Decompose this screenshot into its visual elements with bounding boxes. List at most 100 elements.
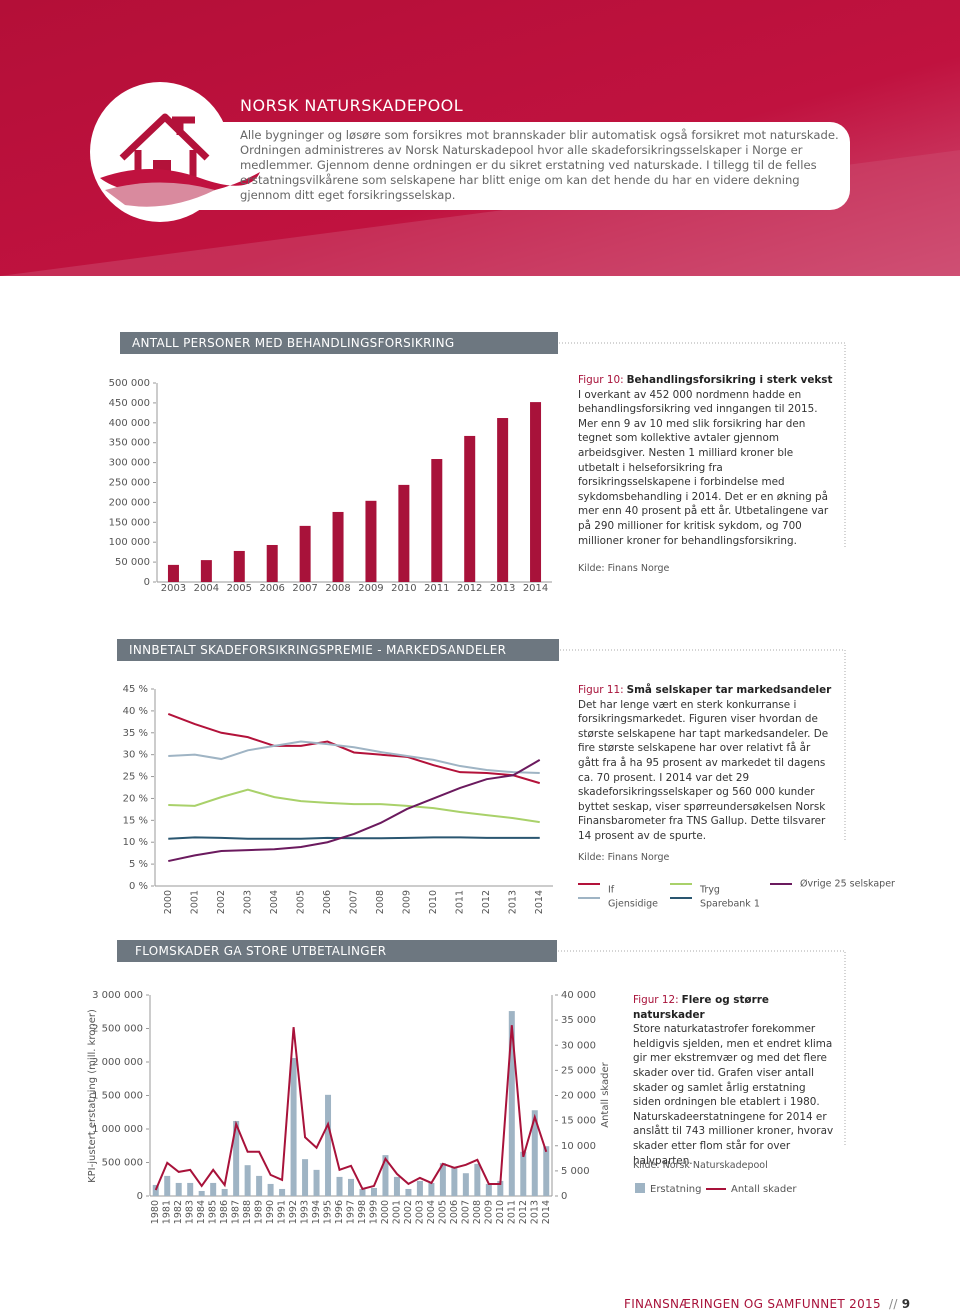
x-tick-label: 1989 <box>254 1200 265 1224</box>
figure-label: Figur 10: <box>578 374 624 386</box>
section-title: FLOMSKADER GA STORE UTBETALINGER <box>117 940 557 962</box>
x-tick-label: 2007 <box>349 890 360 914</box>
bar <box>332 511 344 582</box>
x-tick-label: 2011 <box>424 583 449 594</box>
legend-label: Sparebank 1 <box>700 899 760 910</box>
description: Det har lenge vært en sterk konkurranse … <box>578 698 829 842</box>
bar <box>365 500 377 582</box>
page-number: 9 <box>901 1297 911 1311</box>
x-tick-label: 2000 <box>380 1200 391 1224</box>
bar <box>233 550 245 582</box>
y-tick-label: 2 500 000 <box>92 1024 143 1035</box>
bar <box>167 564 179 582</box>
bar <box>348 1178 354 1196</box>
header-title: NORSK NATURSKADEPOOL <box>240 96 464 115</box>
legend-label: Øvrige 25 selskaper <box>800 879 895 890</box>
x-tick-label: 2001 <box>189 890 200 914</box>
y-tick-label: 150 000 <box>109 517 150 528</box>
x-tick-label: 2008 <box>325 583 350 594</box>
bar <box>520 1151 527 1196</box>
x-tick-label: 2011 <box>506 1200 517 1224</box>
x-tick-label: 2007 <box>460 1200 471 1224</box>
y-tick-label: 0 % <box>129 881 148 892</box>
y-tick-label: 30 % <box>123 750 148 761</box>
y-tick-label: 5 % <box>129 859 148 870</box>
x-tick-label: 1980 <box>150 1200 161 1224</box>
figure-label: Figur 11: <box>578 684 624 696</box>
x-tick-label: 2014 <box>541 1200 552 1224</box>
x-tick-label: 2009 <box>483 1200 494 1224</box>
x-tick-label: 1983 <box>185 1200 196 1224</box>
bar <box>279 1188 286 1196</box>
y-tick-label: 450 000 <box>109 398 150 409</box>
figure-title: Behandlingsforsikring i sterk vekst <box>626 374 833 386</box>
x-tick-label: 1996 <box>334 1200 345 1224</box>
x-tick-label: 2014 <box>534 890 545 914</box>
house-icon <box>119 113 210 178</box>
header-text: Alle bygninger og løsøre som forsikres m… <box>240 128 839 202</box>
legend-label: Gjensidige <box>608 899 658 910</box>
bar <box>439 1163 446 1196</box>
caption: Figur 10: Behandlingsforsikring i sterk v… <box>578 373 834 548</box>
x-tick-label: 1992 <box>288 1200 299 1224</box>
x-tick-label: 2006 <box>322 890 333 914</box>
bar <box>187 1182 194 1196</box>
y2-axis-title: Antall skader <box>600 1061 611 1127</box>
x-tick-label: 2008 <box>375 890 386 914</box>
bar <box>530 402 542 582</box>
x-tick-label: 1985 <box>208 1200 219 1224</box>
section-title: INNBETALT SKADEFORSIKRINGSPREMIE - MARKE… <box>117 639 559 661</box>
footer-text: FINANSNÆRINGEN OG SAMFUNNET 2015 <box>624 1297 881 1311</box>
series-line <box>168 836 540 840</box>
bar <box>451 1167 458 1196</box>
y-tick-label: 1 000 000 <box>92 1124 143 1135</box>
x-tick-label: 2012 <box>518 1200 529 1224</box>
x-tick-label: 2012 <box>481 890 492 914</box>
x-tick-label: 2002 <box>216 890 227 914</box>
bar <box>474 1163 481 1196</box>
bar <box>405 1188 412 1196</box>
caption: Figur 12: Flere og større naturskader Stor… <box>633 993 835 1168</box>
y-tick-label: 40 000 <box>561 990 596 1001</box>
bar <box>244 1165 251 1196</box>
x-tick-label: 2007 <box>292 583 317 594</box>
y-tick-label: 0 <box>561 1191 567 1202</box>
bar <box>313 1169 320 1196</box>
y-tick-label: 15 000 <box>561 1116 596 1127</box>
y-tick-label: 35 % <box>123 728 148 739</box>
x-tick-label: 1995 <box>323 1200 334 1224</box>
footer: FINANSNÆRINGEN OG SAMFUNNET 2015 //9 <box>624 1297 910 1311</box>
x-tick-label: 1991 <box>277 1200 288 1224</box>
y-tick-label: 5 000 <box>561 1166 590 1177</box>
bar <box>325 1094 332 1196</box>
x-tick-label: 1984 <box>196 1200 207 1224</box>
y-tick-label: 40 % <box>123 706 148 717</box>
bar <box>398 484 410 582</box>
bar <box>508 1011 515 1196</box>
x-tick-label: 2012 <box>457 583 482 594</box>
bar <box>428 1182 435 1196</box>
legend-label: Erstatning <box>650 1184 701 1195</box>
x-tick-label: 1994 <box>311 1200 322 1224</box>
bar <box>370 1187 377 1196</box>
bar <box>485 1183 492 1196</box>
x-tick-label: 2003 <box>161 583 186 594</box>
y-tick-label: 1 500 000 <box>92 1091 143 1102</box>
header-panel <box>150 122 850 210</box>
series-line <box>168 788 540 824</box>
bar <box>164 1175 171 1196</box>
dotted-frames <box>558 342 846 1145</box>
x-tick-label: 2002 <box>403 1200 414 1224</box>
x-tick-label: 1982 <box>173 1200 184 1224</box>
x-tick-label: 2003 <box>242 890 253 914</box>
x-tick-label: 1993 <box>300 1200 311 1224</box>
x-tick-label: 2013 <box>490 583 515 594</box>
bar <box>497 418 509 582</box>
bar <box>299 525 311 582</box>
bar <box>416 1180 423 1196</box>
bar <box>359 1188 366 1196</box>
bar <box>210 1182 217 1196</box>
x-tick-label: 2005 <box>227 583 252 594</box>
description: I overkant av 452 000 nordmenn hadde en … <box>578 388 829 547</box>
y-tick-label: 10 % <box>123 837 148 848</box>
